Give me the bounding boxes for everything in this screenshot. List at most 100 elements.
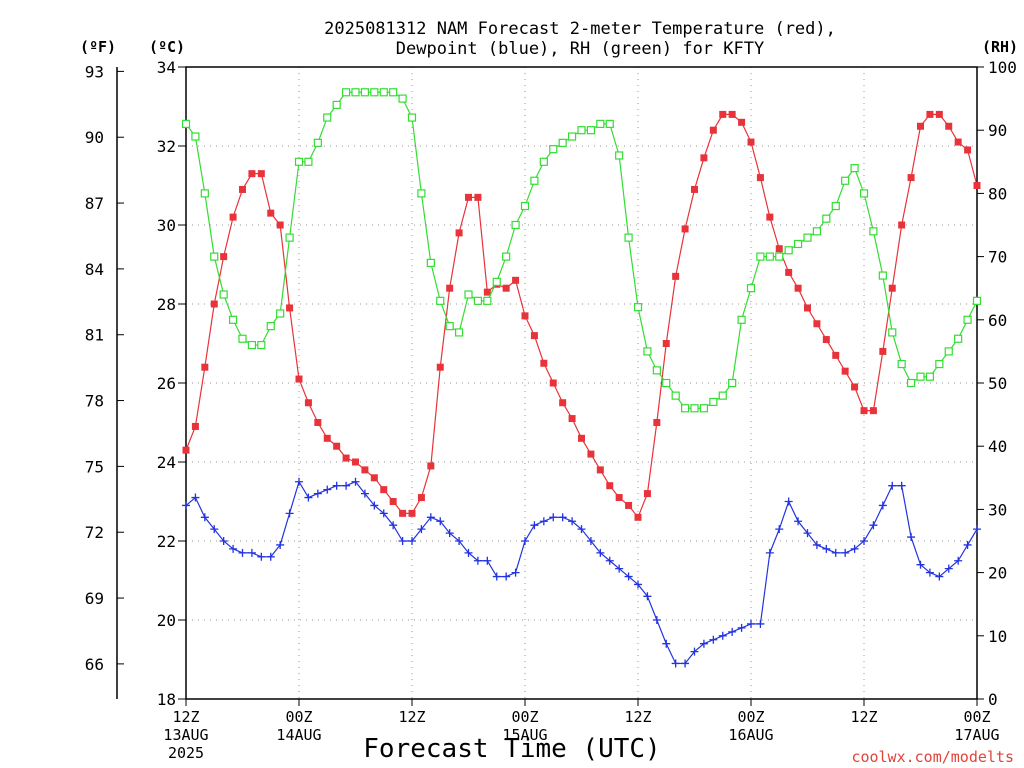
dewpoint-point <box>332 481 341 490</box>
dewpoint-point <box>304 493 313 502</box>
temperature-point <box>540 359 548 367</box>
dewpoint-point <box>888 481 897 490</box>
dewpoint-point <box>238 548 247 557</box>
rh-tick-label: 50 <box>988 374 1007 393</box>
dewpoint-point <box>652 616 661 624</box>
fahrenheit-tick-label: 75 <box>85 457 104 476</box>
rh-tick-label: 10 <box>988 627 1007 646</box>
dewpoint-point <box>455 537 464 545</box>
rh-point <box>633 303 643 312</box>
dewpoint-point <box>850 544 859 553</box>
rh-point <box>963 315 972 324</box>
dewpoint-point <box>784 497 793 506</box>
dewpoint-point <box>662 639 671 648</box>
rh-point <box>878 271 887 280</box>
x-tick-label: 00Z <box>285 708 312 726</box>
temperature-point <box>314 419 322 426</box>
dewpoint-point <box>370 501 379 510</box>
temperature-point <box>408 509 416 517</box>
dewpoint-point <box>643 592 652 601</box>
fahrenheit-unit-label: (ºF) <box>80 38 116 56</box>
rh-point <box>483 296 492 305</box>
dewpoint-point <box>756 619 765 628</box>
dewpoint-point <box>191 493 200 502</box>
temperature-point <box>483 288 491 296</box>
fahrenheit-tick-label: 90 <box>85 128 104 147</box>
temperature-point <box>728 110 736 118</box>
rh-point <box>718 391 727 400</box>
dewpoint-point <box>417 525 426 534</box>
x-tick-label: 00Z <box>511 708 538 726</box>
dewpoint-point <box>794 517 803 526</box>
temperature-point <box>427 462 435 470</box>
rh-point <box>276 309 285 318</box>
chart-title-line-2: Dewpoint (blue), RH (green) for KFTY <box>396 39 764 59</box>
temperature-point <box>615 494 623 502</box>
dewpoint-point <box>737 623 746 632</box>
dewpoint-point <box>436 517 445 526</box>
rh-point <box>784 246 793 255</box>
dewpoint-point <box>878 501 887 510</box>
rh-unit-label: (RH) <box>982 38 1018 56</box>
temperature-point <box>907 174 915 182</box>
temperature-point <box>530 332 538 340</box>
dewpoint-point <box>925 568 934 577</box>
dewpoint-point <box>634 580 642 589</box>
rh-point <box>652 366 661 375</box>
rh-tick-label: 40 <box>988 437 1007 456</box>
temperature-point <box>182 446 190 454</box>
rh-point <box>294 157 304 166</box>
dewpoint-point <box>464 548 473 557</box>
dewpoint-point <box>257 552 266 561</box>
dewpoint-point <box>869 521 878 530</box>
temperature-point <box>380 486 388 494</box>
dewpoint-point <box>445 529 454 538</box>
fahrenheit-tick-label: 84 <box>85 260 104 279</box>
temperature-point <box>248 170 256 178</box>
dewpoint-point <box>681 659 690 668</box>
rh-point <box>954 334 963 343</box>
temperature-point <box>417 494 425 502</box>
dewpoint-point <box>379 509 388 518</box>
rh-tick-label: 60 <box>988 311 1007 330</box>
dewpoint-point <box>351 477 360 486</box>
rh-point <box>605 119 614 128</box>
rh-point <box>680 404 690 413</box>
dewpoint-point <box>897 481 906 490</box>
rh-point <box>699 404 709 413</box>
temperature-point <box>587 450 595 458</box>
temperature-point <box>239 185 246 193</box>
rh-point <box>502 252 511 261</box>
fahrenheit-tick-label: 87 <box>85 194 104 213</box>
rh-point <box>888 328 897 337</box>
rh-point <box>200 189 209 198</box>
dewpoint-series <box>182 477 981 668</box>
dewpoint-point <box>699 639 708 648</box>
celsius-tick-label: 34 <box>157 58 176 77</box>
temperature-point <box>662 340 670 347</box>
temperature-point <box>643 490 651 498</box>
temperature-point <box>879 347 887 355</box>
rh-point <box>407 113 417 122</box>
temperature-point <box>945 122 953 130</box>
temperature-point <box>436 363 444 371</box>
x-tick-label: 12Z <box>172 708 199 726</box>
rh-tick-label: 100 <box>988 58 1017 77</box>
rh-point <box>812 227 822 236</box>
credit-label: coolwx.com/modelts <box>851 748 1014 766</box>
rh-point <box>332 100 341 110</box>
dewpoint-point <box>313 489 322 498</box>
rh-point <box>549 145 558 154</box>
dewpoint-point <box>530 521 539 530</box>
x-tick-label: 12Z <box>850 708 877 726</box>
celsius-tick-label: 24 <box>157 453 176 472</box>
celsius-tick-label: 26 <box>157 374 176 393</box>
dewpoint-point <box>229 544 238 553</box>
rh-point <box>690 404 699 413</box>
rh-point <box>473 296 483 305</box>
dewpoint-point <box>944 564 953 573</box>
dewpoint-point <box>963 540 972 549</box>
temperature-point <box>869 407 877 415</box>
temperature-point <box>785 268 793 276</box>
rh-point <box>586 126 596 135</box>
